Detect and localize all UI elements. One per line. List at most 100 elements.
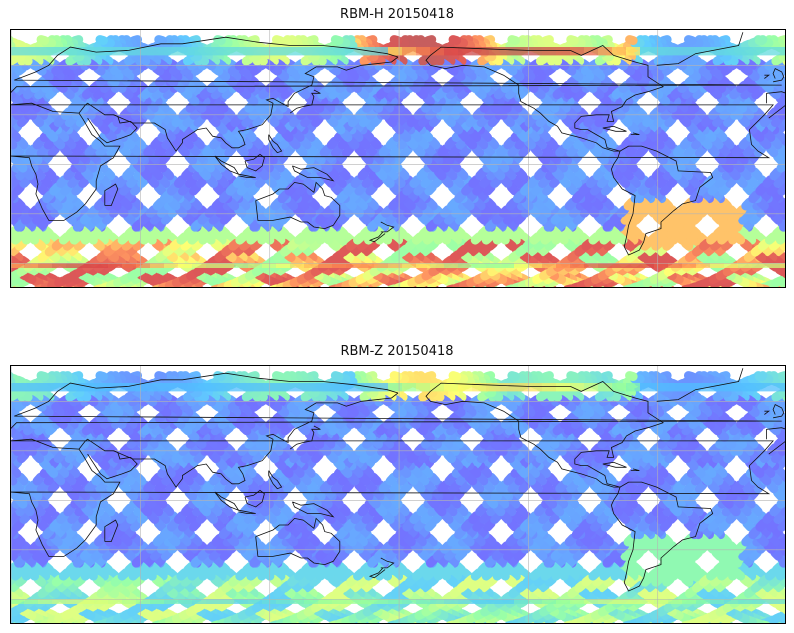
track-segment bbox=[534, 136, 547, 150]
track-segment bbox=[119, 182, 132, 196]
track-segment bbox=[447, 555, 461, 568]
track-segment bbox=[584, 80, 598, 93]
track-segment bbox=[618, 80, 631, 93]
track-segment bbox=[772, 244, 786, 257]
track-segment bbox=[756, 197, 769, 211]
track-segment bbox=[82, 273, 96, 284]
gridlines bbox=[10, 29, 786, 288]
track-segment bbox=[534, 167, 547, 181]
track-segment bbox=[401, 568, 415, 581]
track-segment bbox=[734, 205, 747, 218]
track-segment bbox=[400, 480, 414, 494]
track-segment bbox=[514, 167, 528, 181]
track-segment bbox=[507, 74, 521, 87]
track-segment bbox=[14, 238, 28, 251]
track-segment bbox=[661, 400, 675, 412]
track-segment bbox=[386, 238, 400, 251]
track-segment bbox=[479, 100, 493, 113]
track-segment bbox=[301, 225, 314, 239]
track-segment bbox=[762, 129, 776, 142]
track-segment bbox=[275, 152, 289, 165]
track-segment bbox=[160, 212, 174, 225]
track-segment bbox=[474, 87, 487, 100]
track-segment bbox=[120, 197, 133, 211]
track-segment bbox=[480, 121, 494, 135]
south-band-cell bbox=[654, 263, 668, 268]
track-segment bbox=[754, 35, 768, 46]
track-segment bbox=[703, 244, 716, 257]
track-segment bbox=[458, 121, 472, 135]
track-segment bbox=[158, 80, 172, 93]
track-segment bbox=[145, 265, 158, 277]
track-segment bbox=[636, 74, 650, 87]
track-segment bbox=[745, 205, 758, 218]
track-segment bbox=[299, 212, 313, 225]
track-segment bbox=[117, 232, 131, 245]
track-segment bbox=[95, 35, 108, 46]
track-segment bbox=[565, 182, 579, 196]
track-segment bbox=[300, 54, 314, 66]
track-segment bbox=[662, 159, 675, 173]
track-segment bbox=[696, 182, 709, 196]
track-segment bbox=[540, 250, 553, 262]
track-segment bbox=[277, 54, 290, 66]
track-segment bbox=[370, 276, 383, 288]
track-segment bbox=[165, 250, 178, 262]
track-segment bbox=[515, 244, 528, 257]
track-segment bbox=[471, 144, 485, 158]
track-segment bbox=[465, 190, 478, 204]
track-segment bbox=[566, 495, 580, 509]
track-segment bbox=[153, 182, 167, 196]
track-segment bbox=[219, 212, 233, 225]
track-segment bbox=[422, 93, 435, 106]
track-segment bbox=[736, 225, 750, 239]
track-segment bbox=[591, 87, 605, 100]
track-segment bbox=[130, 518, 143, 532]
south-band-cell bbox=[780, 263, 786, 268]
track-segment bbox=[39, 436, 52, 449]
track-segment bbox=[95, 495, 109, 509]
track-segment bbox=[508, 250, 521, 262]
south-band-cell bbox=[24, 263, 38, 268]
track-segment bbox=[299, 136, 312, 150]
north-band-cell bbox=[626, 47, 640, 56]
track-segment bbox=[37, 232, 51, 245]
track-segment bbox=[666, 225, 680, 239]
track-segment bbox=[744, 265, 758, 277]
track-segment bbox=[394, 561, 408, 575]
track-segment bbox=[104, 609, 118, 620]
track-segment bbox=[512, 255, 525, 268]
track-segment bbox=[241, 276, 255, 288]
track-segment bbox=[176, 232, 189, 245]
track-segment bbox=[133, 136, 147, 150]
track-segment bbox=[59, 144, 73, 158]
track-segment bbox=[168, 64, 182, 76]
track-segment bbox=[688, 561, 702, 575]
track-segment bbox=[671, 273, 684, 284]
track-segment bbox=[58, 250, 72, 262]
track-segment bbox=[284, 182, 298, 196]
track-segment bbox=[148, 276, 162, 288]
track-segment bbox=[541, 74, 554, 87]
track-segment bbox=[510, 175, 524, 188]
track-segment bbox=[213, 35, 226, 46]
track-segment bbox=[266, 54, 279, 66]
track-segment bbox=[94, 219, 108, 232]
track-segment bbox=[619, 255, 632, 268]
track-segment bbox=[341, 144, 355, 158]
track-segment bbox=[251, 265, 265, 277]
track-segment bbox=[137, 54, 151, 66]
track-segment bbox=[87, 175, 101, 188]
track-segment bbox=[546, 450, 559, 464]
track-segment bbox=[157, 436, 170, 449]
track-segment bbox=[409, 175, 422, 188]
track-segment bbox=[65, 255, 79, 268]
track-segment bbox=[652, 136, 665, 150]
track-segment bbox=[359, 276, 372, 288]
track-segment bbox=[128, 93, 141, 106]
track-segment bbox=[181, 190, 195, 204]
track-segment bbox=[51, 64, 64, 76]
track-segment bbox=[46, 609, 59, 620]
track-segment bbox=[10, 93, 23, 106]
track-segment bbox=[86, 205, 100, 218]
